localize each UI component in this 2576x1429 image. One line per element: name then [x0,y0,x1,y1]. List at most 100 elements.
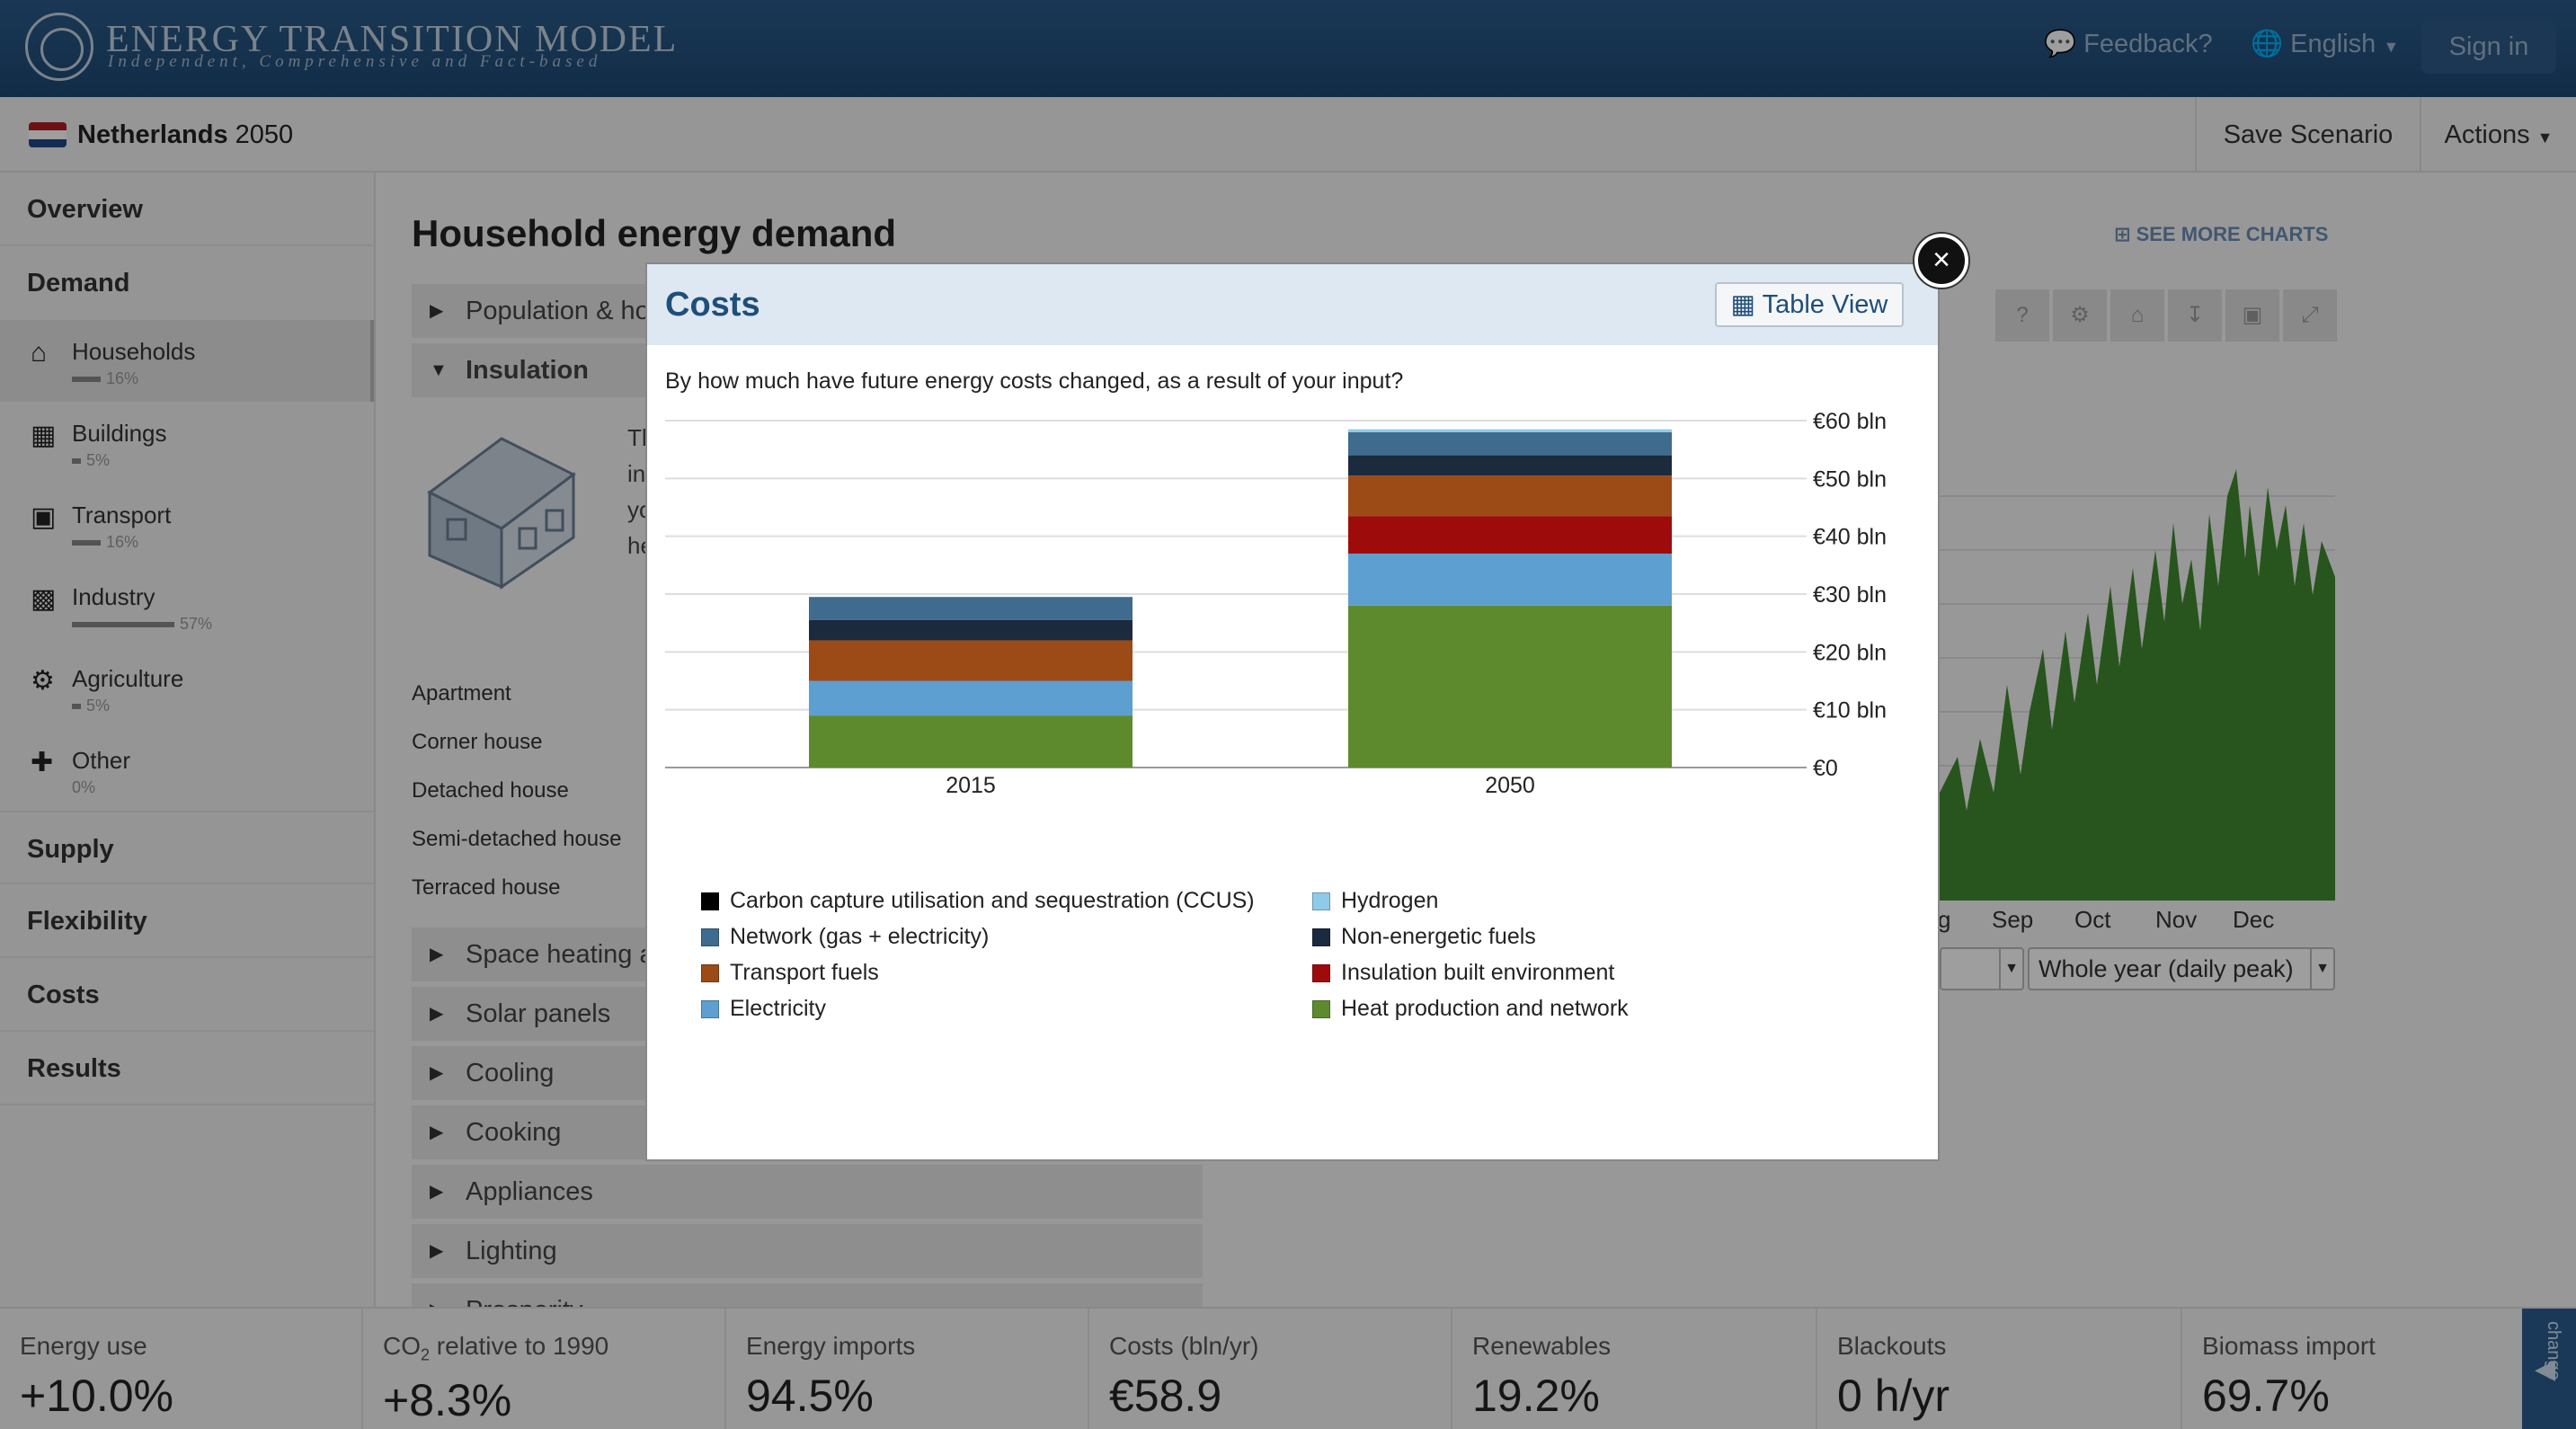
lock-icon[interactable]: ▣ [2225,289,2279,342]
bar-segment[interactable] [809,680,1133,716]
month-label: Nov [2155,906,2198,933]
sidebar-section-costs[interactable]: Costs [0,958,374,1032]
legend-swatch [1312,964,1330,982]
share-bar [72,540,101,546]
accordion-prosperity[interactable]: ▶ Prosperity [412,1283,1203,1307]
bar-segment[interactable] [1348,516,1672,554]
bar-segment[interactable] [1348,429,1672,432]
legend-item[interactable]: Electricity [701,996,826,1022]
sidebar-item-agriculture[interactable]: ⚙ Agriculture 5% [0,647,374,729]
sidebar-section-demand[interactable]: Demand [27,269,130,297]
sidebar-item-share: 57% [72,615,374,634]
plus-square-icon: ⊞ [2114,223,2131,245]
bar-segment[interactable] [1348,553,1672,606]
legend-label: Network (gas + electricity) [730,924,990,949]
home-icon[interactable]: ⌂ [2110,289,2164,342]
y-tick-label: €30 bln [1813,582,1887,608]
bar-segment[interactable] [1348,431,1672,456]
caret-right-icon: ▶ [430,1123,444,1142]
legend-item[interactable]: Transport fuels [701,960,879,986]
legend-item[interactable]: Network (gas + electricity) [701,924,989,950]
expand-icon[interactable]: ⤢ [2283,289,2337,342]
period-select[interactable]: Whole year (daily peak) ▼ [2028,947,2335,990]
modal-header: Costs ▦ Table View [647,264,1938,345]
kpi-costs[interactable]: Costs (bln/yr) €58.9 [1089,1309,1452,1429]
sidebar-item-buildings[interactable]: ▦ Buildings 5% [0,402,374,484]
caret-right-icon: ▶ [430,1283,443,1307]
sidebar-item-label: Industry [72,583,155,610]
house-type-label: Apartment [412,681,511,706]
download-icon[interactable]: ↧ [2168,289,2222,342]
y-tick-label: €20 bln [1813,640,1887,665]
y-tick-label: €10 bln [1813,698,1887,723]
y-tick-label: €0 [1813,756,1838,781]
feedback-link[interactable]: 💬 Feedback? [2044,29,2213,59]
legend-item[interactable]: Carbon capture utilisation and sequestra… [701,888,1255,914]
sidebar-item-label: Households [72,338,196,365]
x-tick-label: 2050 [1485,773,1535,798]
legend-swatch [701,928,719,946]
accordion-label: Solar panels [466,999,611,1028]
kpi-energy-imports[interactable]: Energy imports 94.5% [726,1309,1089,1429]
bar-segment[interactable] [1348,605,1672,768]
sidebar-section-results[interactable]: Results [0,1032,374,1105]
tractor-icon: ⚙ [31,666,55,696]
save-scenario-button[interactable]: Save Scenario [2195,97,2420,173]
accordion-appliances[interactable]: ▶ Appliances [412,1165,1203,1219]
legend-label: Insulation built environment [1341,960,1615,985]
kpi-renewables[interactable]: Renewables 19.2% [1452,1309,1817,1429]
kpi-blackouts[interactable]: Blackouts 0 h/yr [1817,1309,2182,1429]
help-icon[interactable]: ? [1995,289,2049,342]
close-modal-button[interactable]: × [1914,234,1968,288]
kpi-energy-use[interactable]: Energy use +10.0% [0,1309,363,1429]
modal-question: By how much have future energy costs cha… [665,368,1404,394]
see-more-charts-link[interactable]: ⊞ SEE MORE CHARTS [2114,223,2328,246]
sidebar-item-households[interactable]: ⌂ Households 16% [0,320,374,402]
scenario-title[interactable]: Netherlands 2050 [77,120,293,150]
signin-button[interactable]: Sign in [2421,20,2556,74]
sidebar-section-overview[interactable]: Overview [0,173,374,246]
sidebar-item-label: Agriculture [72,665,184,692]
brand-title[interactable]: ENERGY TRANSITION MODEL [106,19,679,60]
legend-item[interactable]: Heat production and network [1312,996,1629,1022]
table-view-label: Table View [1762,290,1888,319]
language-dropdown[interactable]: 🌐 English ▼ [2251,29,2399,59]
y-tick-label: €60 bln [1813,409,1887,434]
bar-segment[interactable] [1348,455,1672,476]
sidebar-item-transport[interactable]: ▣ Transport 16% [0,484,374,565]
bar-segment[interactable] [809,597,1133,620]
legend-item[interactable]: Insulation built environment [1312,960,1614,986]
accordion-label: Prosperity [466,1296,583,1307]
legend-item[interactable]: Hydrogen [1312,888,1438,914]
sidebar-section-supply[interactable]: Supply [0,811,374,884]
legend-item[interactable]: Non-energetic fuels [1312,924,1536,950]
caret-down-icon: ▼ [430,360,448,380]
bar-segment[interactable] [1348,475,1672,517]
table-view-button[interactable]: ▦ Table View [1715,282,1904,327]
caret-down-icon: ▼ [2536,129,2554,146]
share-percent: 57% [180,615,213,633]
brand-subtitle: Independent, Comprehensive and Fact-base… [108,52,602,71]
kpi-change-toggle[interactable]: change ◀ [2522,1309,2576,1429]
sidebar-item-other[interactable]: ✚ Other 0% [0,729,374,811]
etm-logo-icon[interactable] [25,13,93,81]
sidebar-item-label: Transport [72,501,172,528]
kpi-co2[interactable]: CO2 relative to 1990 +8.3% [363,1309,726,1429]
caret-right-icon: ▶ [430,1063,444,1083]
settings-icon[interactable]: ⚙ [2053,289,2107,342]
legend-label: Non-energetic fuels [1341,924,1536,949]
accordion-lighting[interactable]: ▶ Lighting [412,1224,1203,1278]
kpi-label: Renewables [1472,1332,1612,1360]
bar-segment[interactable] [809,715,1133,768]
sidebar-item-industry[interactable]: ▩ Industry 57% [0,565,374,647]
legend-label: Heat production and network [1341,996,1629,1021]
carrier-select[interactable]: ▼ [1940,947,2024,990]
sidebar-section-flexibility[interactable]: Flexibility [0,884,374,958]
y-tick-label: €50 bln [1813,466,1887,492]
actions-dropdown[interactable]: Actions ▼ [2420,97,2576,173]
house-type-label: Detached house [412,778,569,803]
costs-stacked-bar-chart: €0 €10 bln €20 bln €30 bln €40 bln €50 bln €60… [665,409,1887,798]
bar-segment[interactable] [809,640,1133,681]
bar-segment[interactable] [809,619,1133,641]
kpi-biomass-import[interactable]: Biomass import 69.7% [2182,1309,2522,1429]
